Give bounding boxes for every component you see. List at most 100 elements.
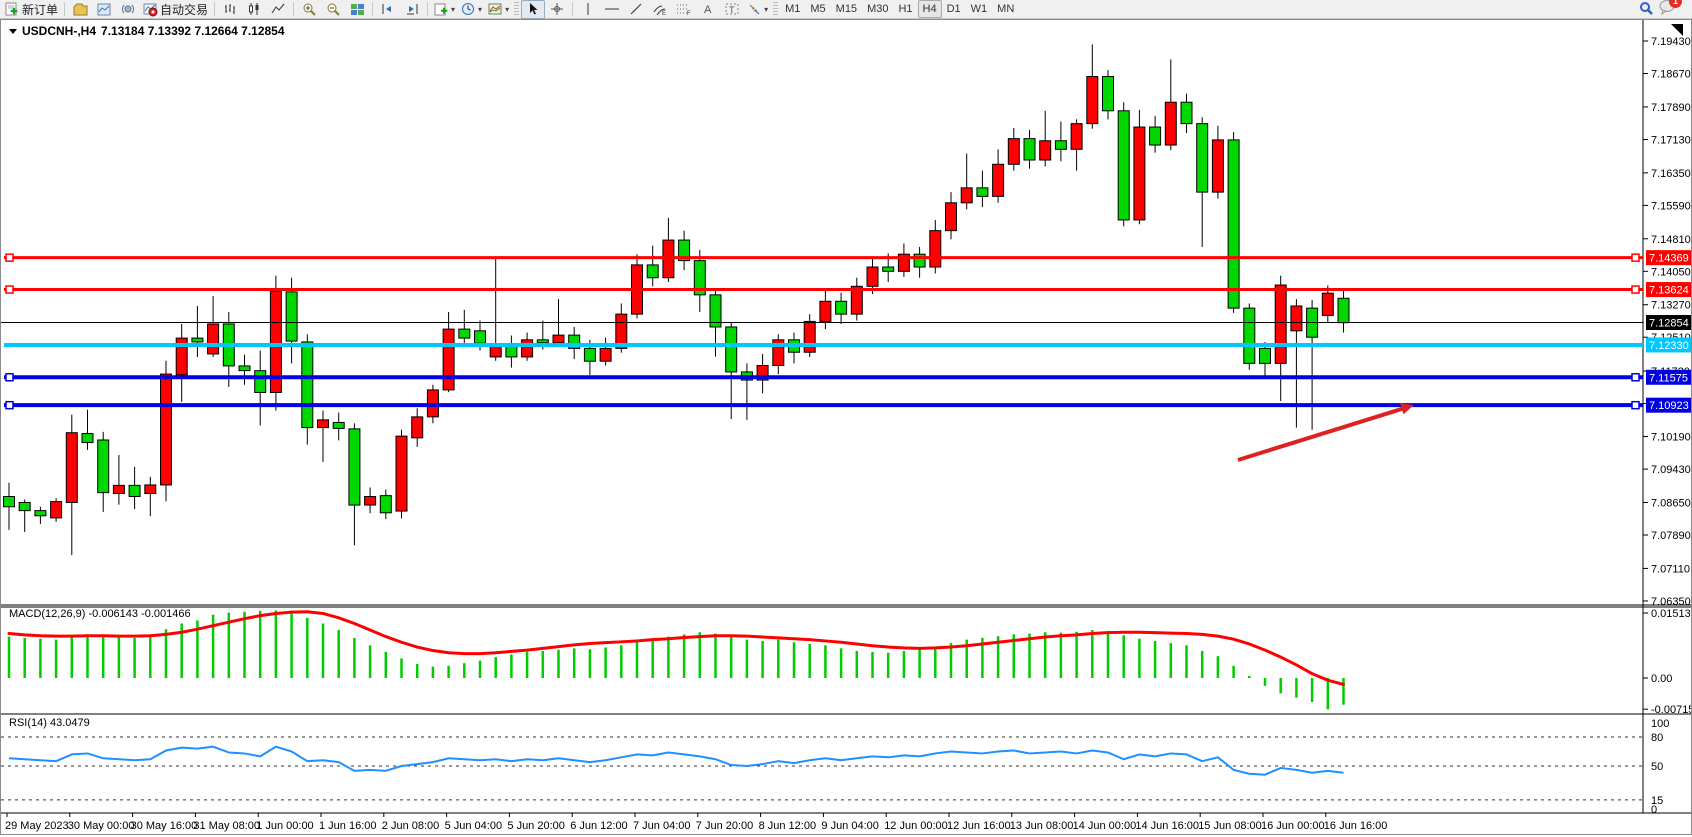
time-tick-label: 1 Jun 16:00 xyxy=(319,820,377,832)
zoom-in-icon xyxy=(302,2,317,17)
tile-windows-button[interactable] xyxy=(345,0,369,19)
price-label-box xyxy=(1646,337,1691,353)
chat-badge: 1 xyxy=(1669,0,1682,8)
price-tick-label: 7.09430 xyxy=(1651,464,1691,476)
separator xyxy=(293,2,295,16)
line-handle[interactable] xyxy=(1631,253,1640,262)
tab-mn[interactable]: MN xyxy=(997,3,1015,15)
tab-m30[interactable]: M30 xyxy=(867,3,889,15)
auto-scroll-icon xyxy=(405,2,419,16)
candle-body xyxy=(238,365,251,372)
price-label-box xyxy=(1646,397,1691,413)
expand-data-icon[interactable] xyxy=(9,28,17,34)
text-label-tool[interactable]: T xyxy=(720,0,744,19)
toolbar: 新订单 自动交易 ▾ ▾ ▾ E F A T ▾ xyxy=(0,0,1692,19)
price-tick-label: 7.15590 xyxy=(1651,200,1691,212)
time-tick-label: 13 Jun 08:00 xyxy=(1010,820,1074,832)
time-tick-label: 8 Jun 12:00 xyxy=(759,820,817,832)
indicators-button[interactable]: ▾ xyxy=(431,0,458,19)
arrow-annotation[interactable] xyxy=(1237,403,1414,462)
candle-body xyxy=(364,495,377,506)
chart-shift-button[interactable] xyxy=(376,0,400,19)
candle-body xyxy=(678,239,691,262)
text-icon: A xyxy=(702,2,715,16)
equidistant-channel-tool[interactable]: E xyxy=(648,0,672,19)
rsi-pane[interactable] xyxy=(1,736,1643,801)
cursor-tool-button[interactable] xyxy=(521,0,546,19)
candle-body xyxy=(458,328,471,339)
horizontal-line-tool[interactable] xyxy=(600,0,624,19)
sound-button[interactable] xyxy=(116,0,140,19)
candlestick-icon xyxy=(247,2,261,16)
candle-body xyxy=(207,323,220,355)
line-handle[interactable] xyxy=(5,253,14,262)
line-handle[interactable] xyxy=(5,400,14,410)
zoom-in-button[interactable] xyxy=(297,0,321,19)
search-button[interactable] xyxy=(1634,0,1658,19)
chart-corner-arrow[interactable] xyxy=(1671,24,1683,36)
dropdown-caret: ▾ xyxy=(451,4,456,14)
macd-pane[interactable] xyxy=(7,610,1345,710)
candle-body xyxy=(97,439,110,494)
line-handle[interactable] xyxy=(1631,400,1640,410)
candle-body xyxy=(411,416,424,439)
chat-button[interactable]: 1 xyxy=(1658,0,1682,20)
time-tick-label: 12 Jun 16:00 xyxy=(947,820,1011,832)
time-tick-label: 29 May 2023 xyxy=(5,820,69,832)
toolbar-grip[interactable] xyxy=(773,2,779,16)
line-handle[interactable] xyxy=(5,285,14,294)
rsi-axis-label: 80 xyxy=(1651,732,1663,744)
tab-d1[interactable]: D1 xyxy=(946,3,961,15)
autotrade-button[interactable]: 自动交易 xyxy=(140,0,211,19)
svg-text:A: A xyxy=(704,4,712,16)
crosshair-tool-button[interactable] xyxy=(545,0,569,19)
fibonacci-tool[interactable]: F xyxy=(672,0,696,19)
time-tick-label: 5 Jun 04:00 xyxy=(445,820,503,832)
candlestick-button[interactable] xyxy=(242,0,266,19)
bar-chart-button[interactable] xyxy=(218,0,242,19)
tab-m15[interactable]: M15 xyxy=(835,3,858,15)
trendline-tool[interactable] xyxy=(624,0,648,19)
zoom-out-button[interactable] xyxy=(321,0,345,19)
svg-text:T: T xyxy=(729,5,735,15)
templates-button[interactable]: ▾ xyxy=(485,0,512,19)
charts-button[interactable] xyxy=(92,0,116,19)
svg-text:F: F xyxy=(687,11,691,16)
line-handle[interactable] xyxy=(5,373,14,382)
toolbar-grip[interactable] xyxy=(514,2,520,16)
candle-body xyxy=(615,313,628,349)
candle-body xyxy=(379,495,392,514)
tab-m5[interactable]: M5 xyxy=(810,3,826,15)
price-label-text: 7.14369 xyxy=(1649,253,1689,265)
candle-body xyxy=(945,202,957,232)
price-label-box xyxy=(1646,315,1691,331)
chart-canvas[interactable]: 7.19430 7.18670 7.17890 7.17130 7.16350 7.155… xyxy=(1,20,1691,834)
line-chart-button[interactable] xyxy=(266,0,290,19)
crosshair-icon xyxy=(550,2,564,16)
candle-body xyxy=(1211,139,1224,193)
profiles-button[interactable] xyxy=(68,0,92,19)
price-tick-label: 7.14050 xyxy=(1651,266,1691,278)
candle-body xyxy=(1007,138,1020,165)
tab-w1[interactable]: W1 xyxy=(970,3,988,15)
zoom-out-icon xyxy=(326,2,341,17)
periods-button[interactable]: ▾ xyxy=(458,0,485,19)
candles[interactable] xyxy=(3,44,1350,556)
vertical-line-tool[interactable] xyxy=(576,0,600,19)
auto-scroll-button[interactable] xyxy=(400,0,424,19)
arrows-tool[interactable]: ▾ xyxy=(744,0,771,19)
line-handle[interactable] xyxy=(1631,373,1640,382)
new-order-button[interactable]: 新订单 xyxy=(2,0,61,19)
candle-body xyxy=(850,285,863,315)
candle-body xyxy=(646,264,659,279)
macd-axis-label: 0.00 xyxy=(1651,673,1672,685)
tab-h1[interactable]: H1 xyxy=(898,3,913,15)
tab-h4[interactable]: H4 xyxy=(917,0,942,18)
time-tick-label: 7 Jun 04:00 xyxy=(633,820,691,832)
text-tool[interactable]: A xyxy=(696,0,720,19)
cursor-icon xyxy=(526,2,540,16)
price-tick-label: 7.08650 xyxy=(1651,497,1691,509)
line-handle[interactable] xyxy=(1631,285,1640,294)
tab-m1[interactable]: M1 xyxy=(785,3,801,15)
